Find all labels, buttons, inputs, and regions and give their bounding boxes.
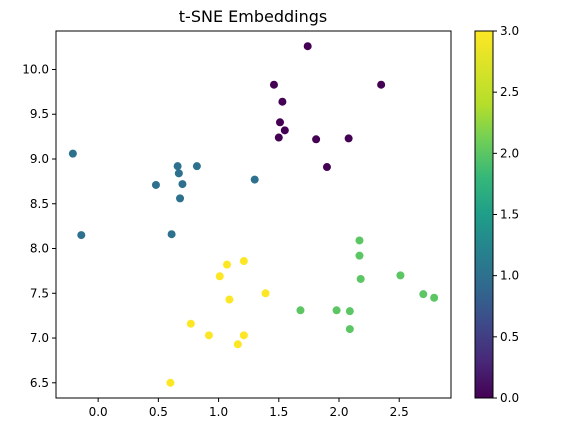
scatter-point [344, 134, 353, 143]
scatter-point [215, 272, 224, 281]
scatter-point [261, 289, 270, 298]
scatter-point [280, 126, 289, 135]
x-tick-label: 1.0 [209, 405, 228, 419]
scatter-point [396, 271, 405, 280]
y-tick-label: 9.5 [30, 107, 49, 121]
scatter-point [278, 97, 287, 106]
y-axis: 6.5 7.0 7.5 8.0 8.5 9.0 9.5 10.0 [22, 62, 56, 390]
colorbar-tick-label: 0.5 [500, 330, 519, 344]
scatter-point [225, 295, 234, 304]
colorbar-tick-label: 2.0 [500, 146, 519, 160]
scatter-point [250, 175, 259, 184]
x-tick-label: 0.5 [149, 405, 168, 419]
scatter-point [419, 290, 428, 299]
scatter-point [77, 231, 86, 240]
colorbar: 0.0 0.5 1.0 1.5 2.0 2.5 3.0 [474, 24, 519, 405]
scatter-point [68, 149, 77, 158]
scatter-point [151, 180, 160, 189]
y-tick-label: 8.0 [30, 242, 49, 256]
x-axis: 0.0 0.5 1.0 1.5 2.0 2.5 [89, 398, 409, 419]
scatter-point [174, 169, 183, 178]
scatter-point [239, 331, 248, 340]
scatter-point [173, 162, 182, 171]
chart-title: t-SNE Embeddings [179, 7, 327, 26]
scatter-point [303, 42, 312, 51]
scatter-point [192, 162, 201, 171]
scatter-point [274, 133, 283, 142]
x-tick-label: 0.0 [89, 405, 108, 419]
scatter-point [345, 307, 354, 316]
scatter-point [345, 325, 354, 334]
scatter-point [204, 331, 213, 340]
scatter-point [322, 163, 331, 172]
scatter-point [430, 293, 439, 302]
scatter-point [356, 274, 365, 283]
x-tick-label: 2.5 [390, 405, 409, 419]
scatter-point [239, 257, 248, 266]
colorbar-tick-label: 3.0 [500, 24, 519, 38]
colorbar-tick-label: 2.5 [500, 85, 519, 99]
scatter-point [355, 236, 364, 245]
scatter-point [178, 180, 187, 189]
colorbar-tick-label: 1.5 [500, 208, 519, 222]
colorbar-gradient [475, 31, 493, 398]
axes-frame [55, 30, 452, 399]
scatter-point [275, 118, 284, 127]
x-tick-label: 1.5 [269, 405, 288, 419]
scatter-point [223, 260, 232, 269]
scatter-point [176, 194, 185, 203]
colorbar-tick-label: 0.0 [500, 391, 519, 405]
y-tick-label: 6.5 [30, 376, 49, 390]
scatter-point [269, 80, 278, 89]
y-tick-label: 10.0 [22, 62, 49, 76]
y-tick-label: 9.0 [30, 152, 49, 166]
scatter-point [233, 340, 242, 349]
scatter-point [167, 230, 176, 239]
scatter-point [355, 251, 364, 260]
scatter-point [312, 135, 321, 144]
colorbar-tick-label: 1.0 [500, 269, 519, 283]
y-tick-label: 7.0 [30, 331, 49, 345]
scatter-point [332, 306, 341, 315]
scatter-point [166, 378, 175, 387]
x-tick-label: 2.0 [329, 405, 348, 419]
scatter-point [186, 319, 195, 328]
y-tick-label: 7.5 [30, 286, 49, 300]
scatter-point [377, 80, 386, 89]
y-tick-label: 8.5 [30, 197, 49, 211]
scatter-point [296, 306, 305, 315]
plot-area [55, 30, 452, 399]
